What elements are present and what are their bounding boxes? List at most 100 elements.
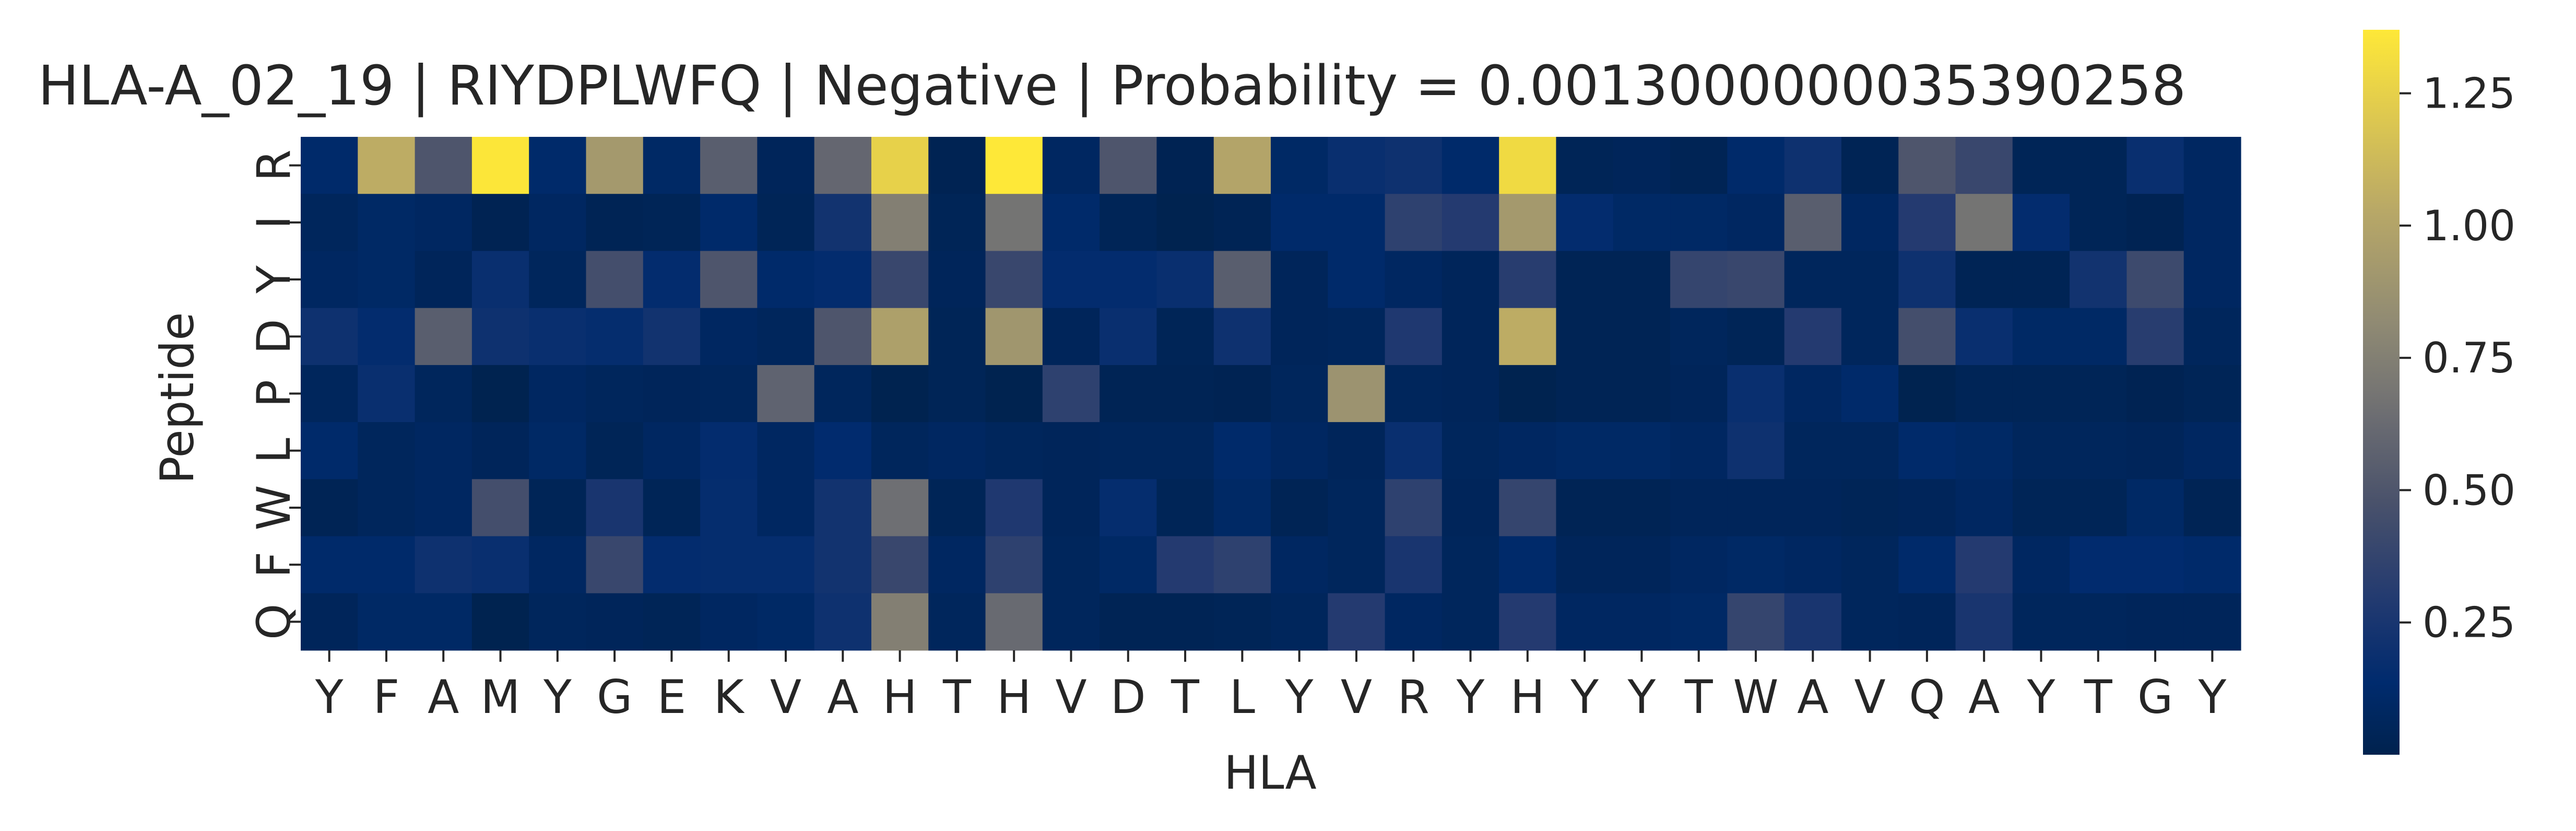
heatmap-cell — [985, 194, 1043, 252]
heatmap-cell — [415, 479, 472, 537]
heatmap-cell — [1898, 308, 1956, 366]
heatmap-cell — [2070, 194, 2128, 252]
heatmap-cell — [358, 365, 416, 423]
heatmap-cell — [1556, 365, 1614, 423]
heatmap-cell — [529, 422, 587, 479]
heatmap-cell — [643, 536, 701, 594]
heatmap-cell — [1727, 194, 1785, 252]
heatmap-cell — [1670, 365, 1728, 423]
heatmap-cell — [1385, 194, 1443, 252]
heatmap-cell — [586, 593, 644, 651]
heatmap-cell — [2070, 422, 2128, 479]
heatmap-cell — [643, 137, 701, 194]
heatmap-cell — [1385, 251, 1443, 309]
heatmap-cell — [1898, 194, 1956, 252]
heatmap-cell — [1499, 593, 1557, 651]
heatmap-cell — [471, 137, 529, 194]
heatmap-cell — [1784, 251, 1842, 309]
x-tick-label: Y — [1285, 670, 1314, 724]
heatmap-cell — [1042, 479, 1100, 537]
heatmap-cell — [1213, 593, 1271, 651]
heatmap-cell — [1784, 536, 1842, 594]
heatmap-cell — [1670, 479, 1728, 537]
heatmap-cell — [586, 308, 644, 366]
heatmap-cell — [1385, 422, 1443, 479]
heatmap-cell — [1328, 365, 1386, 423]
heatmap-cell — [1156, 137, 1214, 194]
colorbar-tick-label: 1.00 — [2423, 202, 2515, 250]
heatmap-cell — [1213, 251, 1271, 309]
x-tick-label: G — [597, 670, 632, 724]
heatmap-cell — [1955, 365, 2013, 423]
x-tick-label: H — [997, 670, 1031, 724]
x-tick-label: A — [1797, 670, 1828, 724]
heatmap-cell — [1727, 536, 1785, 594]
heatmap-cell — [1213, 365, 1271, 423]
heatmap-cell — [471, 308, 529, 366]
heatmap-cell — [301, 536, 358, 594]
heatmap-cell — [1328, 536, 1386, 594]
heatmap-cell — [2183, 479, 2241, 537]
heatmap-cell — [814, 308, 872, 366]
heatmap-cell — [1042, 536, 1100, 594]
heatmap-cell — [985, 308, 1043, 366]
heatmap-cell — [358, 422, 416, 479]
heatmap-cell — [871, 365, 929, 423]
heatmap-cell — [1156, 194, 1214, 252]
heatmap-cell — [1727, 593, 1785, 651]
heatmap-cell — [643, 251, 701, 309]
heatmap-cell — [2183, 536, 2241, 594]
x-tick-label: Y — [315, 670, 344, 724]
heatmap-cell — [1727, 422, 1785, 479]
y-tick-label: P — [247, 380, 301, 407]
heatmap-cell — [586, 536, 644, 594]
heatmap-cell — [643, 593, 701, 651]
heatmap-cell — [1441, 479, 1499, 537]
heatmap-cell — [1441, 536, 1499, 594]
heatmap-cell — [1841, 308, 1899, 366]
heatmap-cell — [358, 251, 416, 309]
heatmap-cell — [2183, 365, 2241, 423]
heatmap-cell — [1441, 251, 1499, 309]
heatmap-cell — [814, 593, 872, 651]
x-tick-label: Y — [1570, 670, 1599, 724]
heatmap-cell — [1670, 593, 1728, 651]
heatmap-cell — [1156, 479, 1214, 537]
heatmap-cell — [985, 422, 1043, 479]
heatmap-cell — [1385, 593, 1443, 651]
heatmap-cell — [1841, 137, 1899, 194]
heatmap-cell — [1841, 251, 1899, 309]
heatmap-cell — [1499, 536, 1557, 594]
x-tick-label: Y — [1627, 670, 1656, 724]
heatmap-cell — [1328, 137, 1386, 194]
heatmap-cell — [1042, 593, 1100, 651]
heatmap-cell — [1898, 536, 1956, 594]
heatmap-cell — [2183, 251, 2241, 309]
heatmap-cell — [2012, 365, 2070, 423]
heatmap-cell — [871, 308, 929, 366]
heatmap-cell — [586, 479, 644, 537]
heatmap-cell — [1898, 251, 1956, 309]
heatmap-cell — [1784, 194, 1842, 252]
heatmap-cell — [1042, 422, 1100, 479]
heatmap-cell — [1556, 251, 1614, 309]
heatmap-cell — [1271, 251, 1328, 309]
y-tick-label: Q — [247, 604, 301, 640]
heatmap-cell — [1213, 308, 1271, 366]
heatmap-cell — [415, 137, 472, 194]
heatmap-cell — [301, 593, 358, 651]
heatmap-cell — [1213, 479, 1271, 537]
heatmap-cell — [2126, 365, 2184, 423]
heatmap-cell — [814, 194, 872, 252]
heatmap-cell — [1441, 194, 1499, 252]
heatmap-cell — [2070, 137, 2128, 194]
heatmap-cell — [1556, 422, 1614, 479]
heatmap-cell — [529, 137, 587, 194]
heatmap-cell — [1955, 479, 2013, 537]
x-tick-label: R — [1398, 670, 1429, 724]
heatmap-cell — [1441, 308, 1499, 366]
heatmap-cell — [757, 194, 815, 252]
heatmap-cell — [1727, 479, 1785, 537]
heatmap-cell — [1613, 251, 1671, 309]
heatmap-cell — [1499, 308, 1557, 366]
